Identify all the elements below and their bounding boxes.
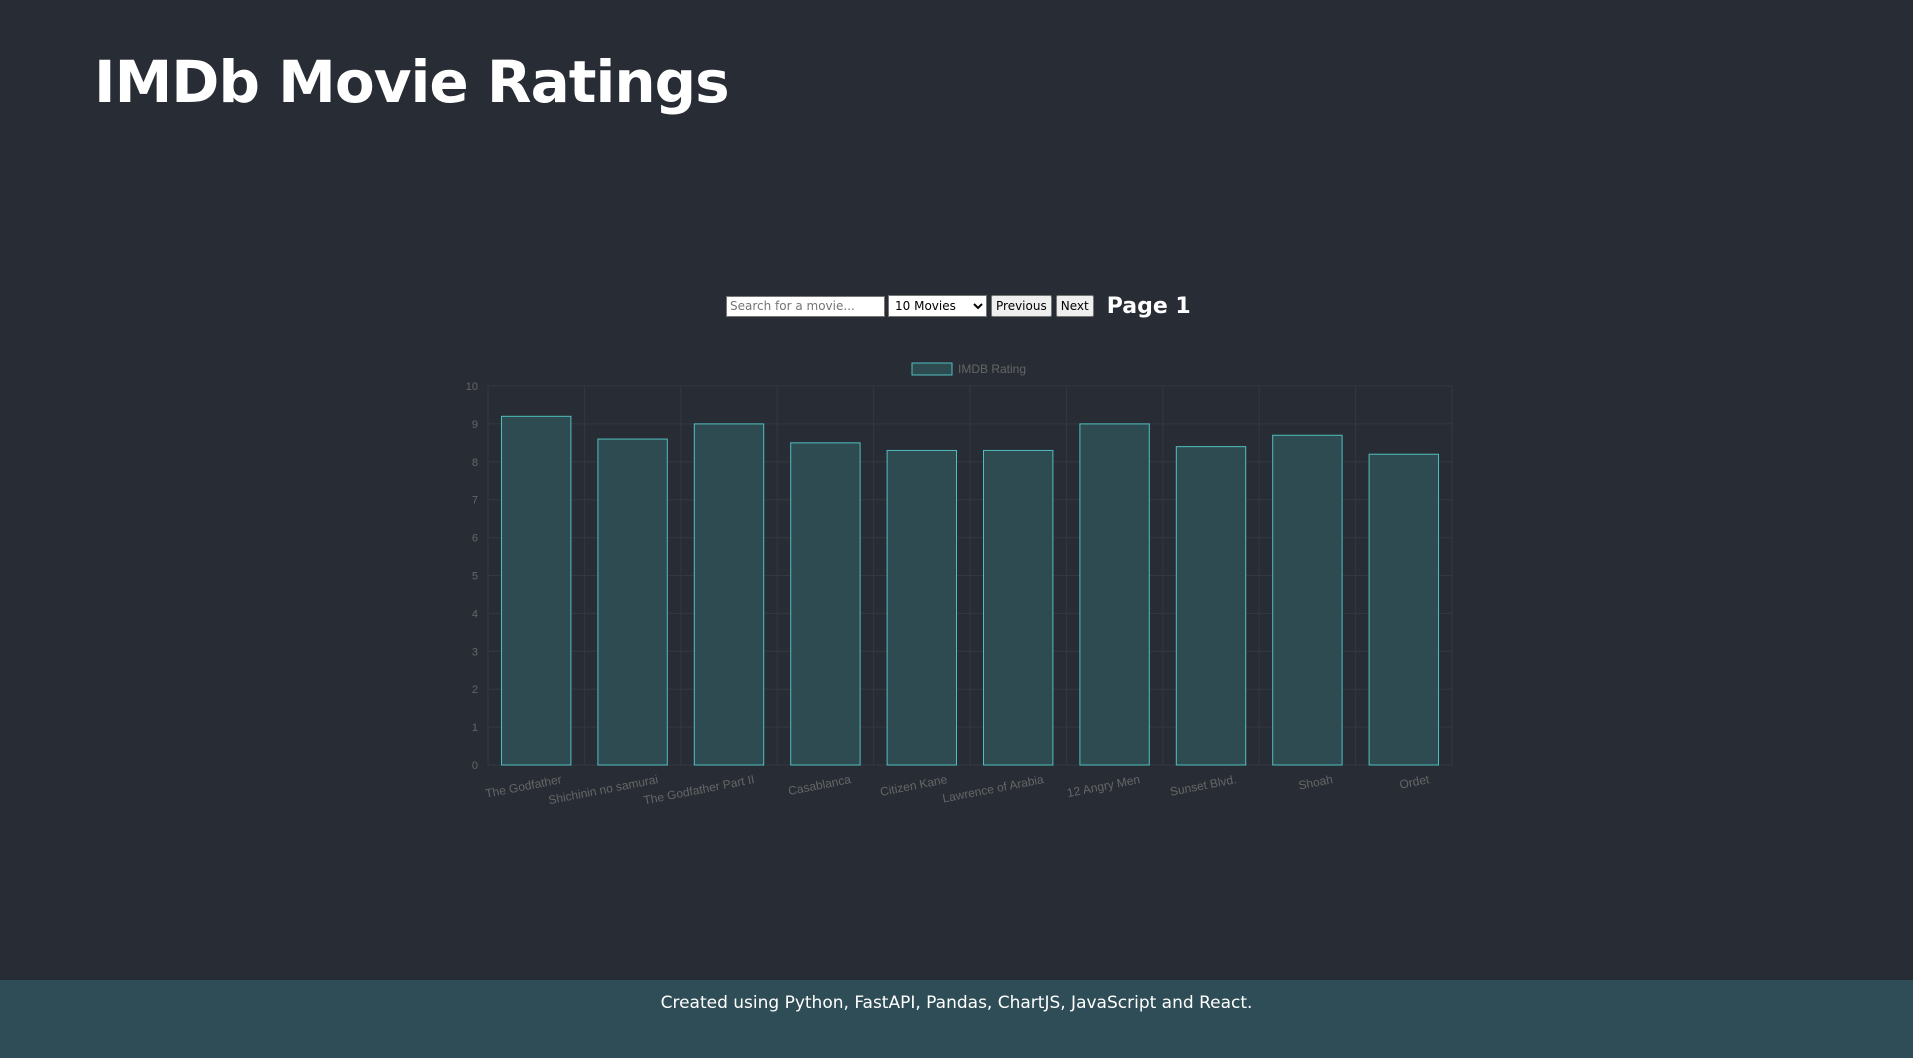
legend-swatch[interactable] [911,362,953,376]
y-tick-label: 2 [472,684,478,696]
bar[interactable] [886,449,958,766]
bar[interactable] [1272,434,1343,766]
bar[interactable] [982,449,1054,766]
search-input[interactable] [726,295,885,317]
x-tick-label: Sunset Blvd. [1169,772,1238,799]
footer-text: Created using Python, FastAPI, Pandas, C… [660,993,1253,1013]
y-tick-label: 10 [466,381,478,393]
y-tick-label: 6 [472,533,478,545]
y-tick-label: 3 [472,646,478,658]
page-title: IMDb Movie Ratings [94,48,730,116]
x-tick-label: Ordet [1398,772,1431,792]
y-tick-label: 1 [472,722,478,734]
y-tick-label: 8 [472,457,478,469]
bar[interactable] [1175,446,1247,766]
bar[interactable] [1079,423,1150,766]
x-tick-label: Casablanca [787,772,852,798]
x-tick-label: The Godfather Part II [642,772,755,807]
y-tick-label: 0 [472,760,478,772]
bar[interactable] [597,438,668,766]
x-tick-label: Shichinin no samurai [547,772,659,807]
y-tick-label: 5 [472,571,478,583]
x-tick-label: Citizen Kane [879,772,949,799]
bar[interactable] [1368,453,1440,766]
bar[interactable] [500,415,572,766]
controls-bar: 10 Movies Previous Next Page 1 [726,290,1191,322]
bar[interactable] [790,442,861,766]
y-tick-label: 4 [472,608,478,620]
x-tick-label: Shoah [1297,772,1334,792]
x-tick-label: Lawrence of Arabia [941,772,1045,805]
y-tick-label: 7 [472,495,478,507]
x-tick-label: 12 Angry Men [1066,772,1141,800]
y-tick-label: 9 [472,419,478,431]
next-button[interactable]: Next [1055,295,1094,317]
previous-button[interactable]: Previous [991,295,1052,317]
page-size-select[interactable]: 10 Movies [888,295,987,317]
footer: Created using Python, FastAPI, Pandas, C… [0,980,1913,1058]
legend-label[interactable]: IMDB Rating [958,362,1026,376]
page-indicator: Page 1 [1106,293,1191,319]
bar[interactable] [693,423,765,766]
